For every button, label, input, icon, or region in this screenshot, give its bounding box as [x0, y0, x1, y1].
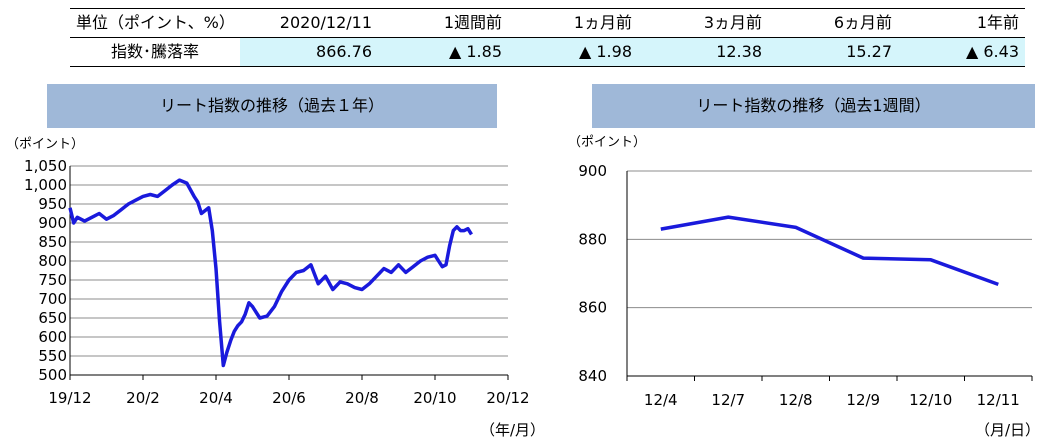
summary-header-row: 単位（ポイント、%） 2020/12/11 1週間前 1ヵ月前 3ヵ月前 6ヵ月…	[70, 8, 1025, 38]
chart1-ytick-label: 650	[38, 309, 67, 327]
chart1-ytick-label: 750	[38, 271, 67, 289]
chart1-xtick-label: 20/4	[199, 389, 233, 407]
value-1week: ▲ 1.85	[378, 37, 508, 67]
value-3month: 12.38	[638, 37, 768, 67]
row-label: 指数･騰落率	[70, 37, 240, 67]
chart2-xlabel: （月/日）	[975, 421, 1040, 439]
chart1-ytick-label: 1,050	[24, 157, 67, 175]
chart2-ylabel: （ポイント）	[568, 135, 646, 150]
chart2-title: リート指数の推移（過去1週間）	[592, 84, 1035, 128]
chart1-svg: 5005506006507007508008509009501,0001,050…	[6, 137, 545, 439]
header-1month: 1ヵ月前	[508, 8, 638, 38]
chart2-xtick-label: 12/11	[977, 391, 1020, 409]
chart1-xtick-label: 20/2	[126, 389, 160, 407]
header-unit: 単位（ポイント、%）	[70, 8, 240, 38]
chart1-ytick-label: 600	[38, 328, 67, 346]
chart1-ytick-label: 950	[38, 195, 67, 213]
chart1-xtick-label: 20/10	[413, 389, 456, 407]
value-index: 866.76	[240, 37, 378, 67]
chart1-xtick-label: 20/6	[272, 389, 306, 407]
value-1month: ▲ 1.98	[508, 37, 638, 67]
chart2-ytick-label: 880	[578, 230, 607, 248]
chart1-xtick-label: 19/12	[48, 389, 91, 407]
chart2-xtick-label: 12/7	[711, 391, 745, 409]
chart1-xtick-label: 20/8	[345, 389, 379, 407]
chart2-svg: 840 860 880 900 12/4 12/7 12/8 12/9 12/10 12/11 （ポ…	[568, 135, 1040, 439]
chart1-ytick-label: 1,000	[24, 176, 67, 194]
chart1-xtick-label: 20/12	[486, 389, 529, 407]
chart2-ytick-label: 840	[578, 367, 607, 385]
summary-value-row: 指数･騰落率 866.76 ▲ 1.85 ▲ 1.98 12.38 15.27 …	[70, 37, 1025, 67]
chart1-ytick-label: 550	[38, 347, 67, 365]
chart2-ytick-label: 900	[578, 162, 607, 180]
chart1-xlabel: （年/月）	[480, 421, 545, 439]
value-1year: ▲ 6.43	[898, 37, 1025, 67]
chart1-series-line	[68, 178, 473, 368]
chart1-ytick-label: 800	[38, 252, 67, 270]
header-3month: 3ヵ月前	[638, 8, 768, 38]
chart1-ytick-label: 900	[38, 214, 67, 232]
chart1-ylabel: （ポイント）	[6, 137, 84, 152]
chart1-ytick-label: 700	[38, 290, 67, 308]
summary-table: 単位（ポイント、%） 2020/12/11 1週間前 1ヵ月前 3ヵ月前 6ヵ月…	[70, 8, 1025, 67]
chart2-xtick-label: 12/9	[846, 391, 880, 409]
chart2-ytick-label: 860	[578, 299, 607, 317]
header-1week: 1週間前	[378, 8, 508, 38]
chart1-title: リート指数の推移（過去１年）	[47, 84, 497, 128]
chart2-xtick-label: 12/4	[644, 391, 678, 409]
chart1-ytick-label: 850	[38, 233, 67, 251]
header-1year: 1年前	[898, 8, 1025, 38]
chart2-xtick-label: 12/10	[909, 391, 952, 409]
header-6month: 6ヵ月前	[768, 8, 898, 38]
chart2-series-line	[660, 215, 999, 287]
chart2-xtick-label: 12/8	[779, 391, 813, 409]
chart1-ytick-label: 500	[38, 366, 67, 384]
value-6month: 15.27	[768, 37, 898, 67]
header-date: 2020/12/11	[240, 8, 378, 38]
